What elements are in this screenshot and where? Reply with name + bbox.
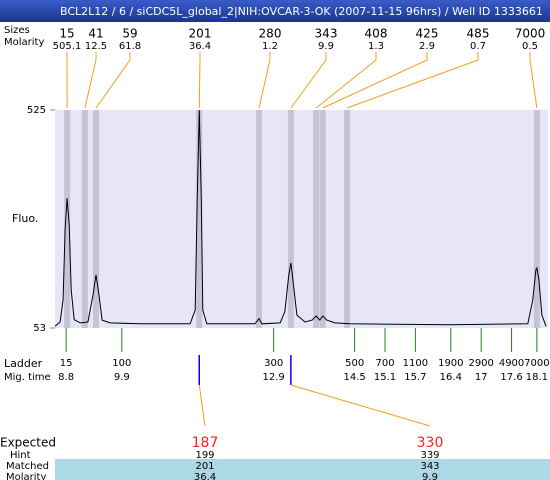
peak-band	[196, 110, 203, 328]
ladder-size: 1100	[403, 358, 428, 369]
ladder-time: 9.9	[114, 372, 130, 383]
matched-label: Matched	[6, 461, 49, 472]
expected-connector	[198, 384, 206, 427]
matched-value: 343	[420, 461, 439, 472]
molarity-label: Molarity	[4, 37, 44, 48]
expected-label: Expected	[0, 436, 56, 450]
ladder-time: 16.4	[440, 372, 462, 383]
hint-label: Hint	[10, 450, 31, 461]
peak-connector	[529, 52, 538, 109]
peak-molarity: 9.9	[318, 41, 334, 52]
ladder-time: 17	[475, 372, 488, 383]
peak-connector	[322, 52, 428, 109]
hint-value: 199	[195, 450, 214, 461]
peak-connector	[290, 52, 327, 109]
ladder-time: 8.8	[58, 372, 74, 383]
peak-connector	[346, 52, 479, 109]
peak-size: 343	[315, 27, 338, 41]
peak-size: 201	[189, 27, 212, 41]
peak-connector	[198, 52, 201, 109]
peak-connector	[258, 52, 271, 109]
ladder-size: 300	[264, 358, 283, 369]
peak-size: 15	[59, 27, 74, 41]
hint-value: 339	[420, 450, 439, 461]
peak-molarity: 1.2	[262, 41, 278, 52]
y-label: Fluo.	[12, 212, 38, 225]
ladder-size: 100	[112, 358, 131, 369]
chart-title: BCL2L12 / 6 / siCDC5L_global_2|NIH:OVCAR…	[60, 5, 543, 18]
ladder-time: 14.5	[344, 372, 366, 383]
ladder-size: 500	[345, 358, 364, 369]
ladder-time: 15.1	[374, 372, 396, 383]
peak-connector	[95, 52, 131, 109]
expected-value: 330	[417, 435, 444, 451]
molarity-label-bottom: Molarity	[6, 472, 46, 480]
ladder-size: 7000	[524, 358, 549, 369]
peak-band	[255, 110, 262, 328]
matched-value: 201	[195, 461, 214, 472]
title-bar	[0, 0, 550, 22]
expected-connector	[290, 384, 431, 427]
ladder-time: 18.1	[526, 372, 548, 383]
peak-band	[81, 110, 88, 328]
matched-molarity: 36.4	[194, 472, 216, 480]
ladder-size: 2900	[468, 358, 493, 369]
mig-time-label: Mig. time	[4, 372, 51, 383]
peak-size: 41	[88, 27, 103, 41]
peak-size: 280	[259, 27, 282, 41]
peak-size: 425	[416, 27, 439, 41]
sizes-label: Sizes	[4, 25, 30, 36]
plot-area	[55, 110, 548, 328]
y-tick-label: 525	[27, 105, 46, 116]
matched-molarity: 9.9	[422, 472, 438, 480]
ladder-size: 15	[60, 358, 73, 369]
y-tick-label: 53	[33, 323, 46, 334]
peak-band	[64, 110, 71, 328]
peak-size: 59	[122, 27, 137, 41]
peak-band	[319, 110, 326, 328]
peak-molarity: 1.3	[368, 41, 384, 52]
matched-band	[55, 459, 550, 480]
peak-size: 408	[365, 27, 388, 41]
ladder-time: 15.7	[404, 372, 426, 383]
peak-molarity: 12.5	[85, 41, 107, 52]
peak-molarity: 505.1	[53, 41, 82, 52]
ladder-time: 12.9	[263, 372, 285, 383]
peak-band	[533, 110, 540, 328]
peak-molarity: 36.4	[189, 41, 211, 52]
peak-band	[92, 110, 99, 328]
ladder-size: 1900	[438, 358, 463, 369]
peak-size: 7000	[515, 27, 546, 41]
ladder-size: 700	[375, 358, 394, 369]
ladder-size: 4900	[499, 358, 524, 369]
peak-band	[313, 110, 320, 328]
peak-molarity: 61.8	[119, 41, 141, 52]
peak-connector	[84, 52, 97, 109]
peak-band	[287, 110, 294, 328]
peak-size: 485	[467, 27, 490, 41]
ladder-time: 17.6	[500, 372, 522, 383]
peak-molarity: 0.5	[522, 41, 538, 52]
trace	[54, 109, 547, 327]
peak-connector	[315, 52, 377, 109]
peak-molarity: 0.7	[470, 41, 486, 52]
peak-molarity: 2.9	[419, 41, 435, 52]
ladder-label: Ladder	[4, 357, 43, 370]
expected-value: 187	[192, 435, 219, 451]
peak-band	[344, 110, 351, 328]
